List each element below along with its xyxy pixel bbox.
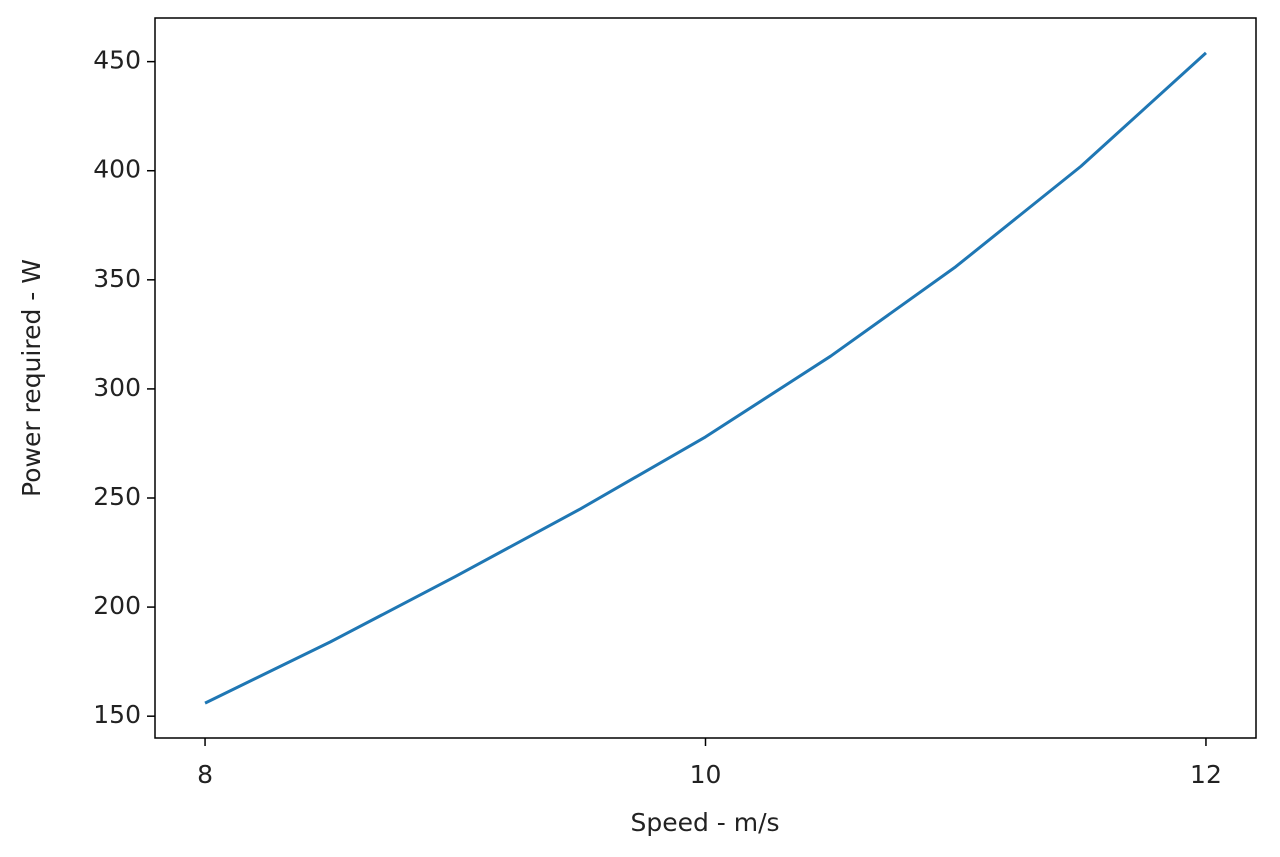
y-tick-label: 350 [93,264,141,293]
x-tick-label: 12 [1190,760,1222,789]
y-tick-label: 250 [93,482,141,511]
y-tick-label: 200 [93,591,141,620]
y-tick-label: 150 [93,700,141,729]
x-tick-label: 10 [690,760,722,789]
y-tick-label: 450 [93,46,141,75]
y-tick-label: 400 [93,155,141,184]
y-tick-label: 300 [93,373,141,402]
x-tick-label: 8 [197,760,213,789]
x-axis-label: Speed - m/s [630,808,779,837]
plot-frame [154,17,1257,739]
y-axis-label: Power required - W [17,259,46,497]
line-series [204,51,1207,705]
